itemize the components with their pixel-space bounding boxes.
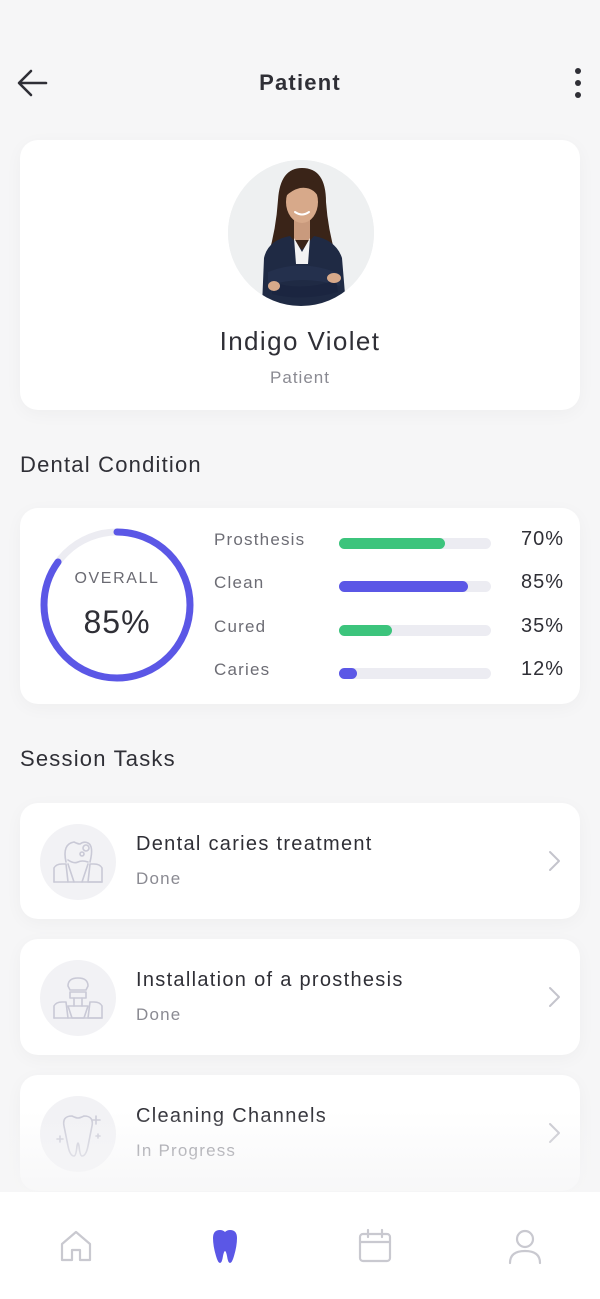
metric-value: 70% <box>520 528 564 550</box>
avatar[interactable] <box>228 160 374 306</box>
arrow-left-icon <box>17 69 48 97</box>
user-icon <box>508 1229 542 1265</box>
nav-calendar[interactable] <box>355 1226 395 1266</box>
patient-photo <box>228 160 374 306</box>
profile-card: Indigo Violet Patient <box>20 140 580 410</box>
task-status: Done <box>136 869 182 888</box>
metric-label: Cured <box>214 617 267 636</box>
metric-prosthesis: Prosthesis 70% <box>214 526 564 556</box>
metric-track <box>339 668 491 679</box>
metric-value: 85% <box>520 571 564 593</box>
task-title: Installation of a prosthesis <box>136 969 404 991</box>
metric-cured: Cured 35% <box>214 613 564 643</box>
metric-track <box>339 625 491 636</box>
home-icon <box>60 1230 92 1262</box>
overall-value: 85% <box>83 604 151 640</box>
calendar-icon <box>358 1228 392 1263</box>
more-options-button[interactable] <box>568 66 588 100</box>
back-button[interactable] <box>14 66 52 100</box>
page-title: Patient <box>259 70 341 95</box>
tooth-sparkle-icon <box>56 1115 101 1157</box>
overall-progress-arc <box>40 528 194 682</box>
task-card[interactable]: Installation of a prosthesis Done <box>20 939 580 1055</box>
metric-clean: Clean 85% <box>214 569 564 599</box>
metric-track <box>339 581 491 592</box>
metric-fill <box>339 581 469 592</box>
metric-value: 35% <box>520 615 564 637</box>
nav-profile[interactable] <box>505 1226 545 1266</box>
overall-progress-ring <box>40 528 194 682</box>
task-status: In Progress <box>136 1141 237 1160</box>
nav-home[interactable] <box>56 1226 96 1266</box>
metric-fill <box>339 668 358 679</box>
tooth-caries-icon <box>53 841 103 883</box>
patient-name: Indigo Violet <box>219 326 381 356</box>
metric-label: Clean <box>214 573 265 592</box>
metric-fill <box>339 625 393 636</box>
session-tasks-heading: Session Tasks <box>20 746 176 771</box>
metric-label: Caries <box>214 660 271 679</box>
metric-caries: Caries 12% <box>214 656 564 686</box>
task-card[interactable]: Cleaning Channels In Progress <box>20 1075 580 1191</box>
task-card[interactable]: Dental caries treatment Done <box>20 803 580 919</box>
chevron-right-icon <box>549 1123 560 1143</box>
metric-value: 12% <box>520 658 564 680</box>
metric-fill <box>339 538 446 549</box>
nav-treatment[interactable] <box>205 1226 245 1266</box>
task-title: Cleaning Channels <box>136 1105 328 1127</box>
task-icon-container <box>40 824 116 900</box>
dental-condition-card: OVERALL 85% Prosthesis 70% Clean 85% Cur… <box>20 508 580 704</box>
bottom-navigation <box>0 1192 600 1299</box>
chevron-right-icon <box>549 987 560 1007</box>
top-app-bar: Patient <box>0 50 600 116</box>
more-vertical-icon <box>575 68 581 98</box>
task-title: Dental caries treatment <box>136 833 373 855</box>
chevron-right-icon <box>549 851 560 871</box>
patient-role: Patient <box>270 368 330 387</box>
tooth-icon <box>213 1230 237 1263</box>
overall-label: OVERALL <box>74 570 160 587</box>
task-icon-container <box>40 1096 116 1172</box>
task-status: Done <box>136 1005 182 1024</box>
metric-label: Prosthesis <box>214 530 306 549</box>
task-icon-container <box>40 960 116 1036</box>
metric-track <box>339 538 491 549</box>
tooth-prosthesis-icon <box>53 977 103 1019</box>
dental-condition-heading: Dental Condition <box>20 452 202 477</box>
